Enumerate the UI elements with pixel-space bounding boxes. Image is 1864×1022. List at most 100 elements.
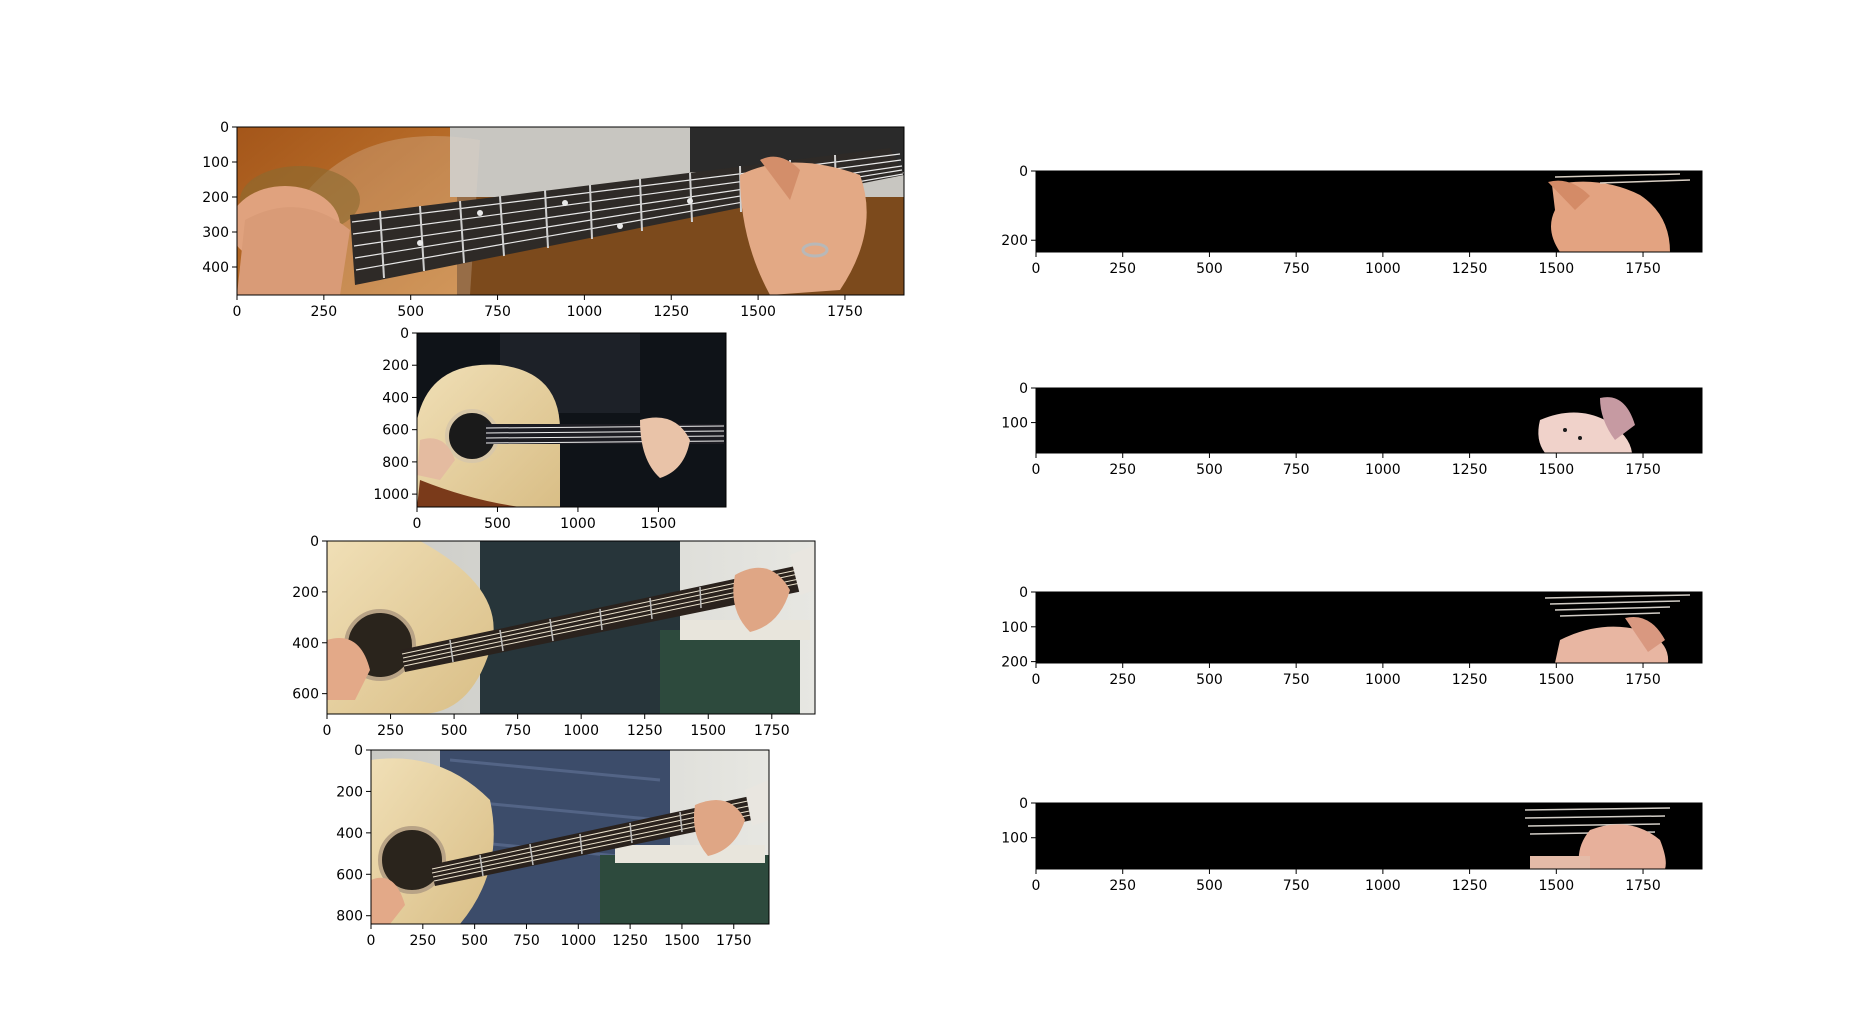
y-tick-label: 200: [382, 358, 409, 374]
photo-guitar-dark: [417, 333, 726, 507]
x-tick-label: 250: [1109, 261, 1136, 277]
panel-mask-frame-1: [1035, 170, 1703, 253]
x-tick-label: 250: [1109, 878, 1136, 894]
panel-original-frame-4: [370, 749, 770, 925]
x-tick-label: 750: [513, 933, 540, 949]
y-tick-label: 300: [202, 225, 229, 241]
x-tick-label: 0: [1032, 672, 1041, 688]
x-tick-label: 500: [1196, 462, 1223, 478]
x-tick-label: 1750: [1625, 261, 1661, 277]
y-tick-label: 0: [1019, 796, 1028, 812]
y-tick-label: 600: [336, 867, 363, 883]
y-tick-label: 0: [1019, 381, 1028, 397]
y-tick-label: 400: [202, 260, 229, 276]
x-tick-label: 250: [409, 933, 436, 949]
x-tick-label: 1500: [1538, 261, 1574, 277]
x-tick-label: 1750: [1625, 462, 1661, 478]
x-tick-label: 0: [1032, 462, 1041, 478]
x-tick-label: 500: [484, 516, 511, 532]
x-tick-label: 500: [1196, 878, 1223, 894]
x-tick-label: 0: [233, 304, 242, 320]
x-tick-label: 1000: [1365, 878, 1401, 894]
segmented-hand: [1548, 180, 1670, 252]
x-tick-label: 1250: [653, 304, 689, 320]
y-tick-label: 0: [1019, 164, 1028, 180]
x-tick-label: 500: [441, 723, 468, 739]
x-tick-label: 1000: [560, 516, 596, 532]
y-tick-label: 200: [336, 784, 363, 800]
x-tick-label: 1500: [1538, 672, 1574, 688]
y-tick-label: 600: [292, 687, 319, 703]
x-tick-label: 0: [1032, 261, 1041, 277]
x-tick-label: 500: [1196, 672, 1223, 688]
y-tick-label: 0: [220, 120, 229, 136]
mask-frame-3-axes: 0 250 500 750 1000 1250 1500 1750 0 100 200: [1001, 585, 1661, 688]
axes-layer: 0 250 500 750 1000 1250 1500 175001002003004000…: [202, 120, 1661, 949]
x-tick-label: 0: [323, 723, 332, 739]
x-tick-label: 750: [1283, 672, 1310, 688]
x-tick-label: 1250: [627, 723, 663, 739]
x-tick-label: 0: [413, 516, 422, 532]
x-tick-label: 1500: [1538, 462, 1574, 478]
photo-guitar-closeup: [237, 127, 904, 295]
y-tick-label: 800: [382, 455, 409, 471]
y-tick-label: 600: [382, 423, 409, 439]
mask-frame-2-axes: 0 250 500 750 1000 1250 1500 1750 0 100: [1001, 381, 1661, 478]
x-tick-label: 0: [1032, 878, 1041, 894]
x-tick-label: 1750: [827, 304, 863, 320]
y-tick-label: 100: [202, 155, 229, 171]
y-tick-label: 0: [310, 534, 319, 550]
y-tick-label: 0: [1019, 585, 1028, 601]
photo-guitar-blue-shirt: [371, 750, 769, 924]
panel-mask-frame-4: [1035, 802, 1703, 870]
x-tick-label: 1500: [690, 723, 726, 739]
panel-original-frame-1: [236, 126, 905, 296]
x-tick-label: 1500: [641, 516, 677, 532]
panel-mask-frame-2: [1035, 387, 1703, 454]
x-tick-label: 1250: [612, 933, 648, 949]
x-tick-label: 1000: [1365, 462, 1401, 478]
y-tick-label: 800: [336, 909, 363, 925]
original-frame-2-axes: 0 500 1000 1500 0 200 400 600 800 1000: [373, 326, 676, 532]
x-tick-label: 1000: [563, 723, 599, 739]
x-tick-label: 1250: [1452, 878, 1488, 894]
x-tick-label: 750: [504, 723, 531, 739]
panel-original-frame-2: [416, 332, 727, 508]
x-tick-label: 1250: [1452, 462, 1488, 478]
original-frame-3-axes: 0 250 500 750 1000 1250 1500 1750 0 200 400 600: [292, 534, 789, 739]
x-tick-label: 250: [1109, 462, 1136, 478]
x-tick-label: 750: [1283, 878, 1310, 894]
mask-frame-4-axes: 0 250 500 750 1000 1250 1500 1750 0 100: [1001, 796, 1661, 894]
x-tick-label: 1500: [740, 304, 776, 320]
panel-original-frame-3: [326, 540, 816, 715]
y-tick-label: 200: [202, 190, 229, 206]
x-tick-label: 1000: [560, 933, 596, 949]
segmented-hand: [1530, 824, 1666, 869]
original-frame-1-axes: 0 250 500 750 1000 1250 1500 1750 0 100 200 300 400: [202, 120, 862, 320]
y-tick-label: 200: [292, 585, 319, 601]
x-tick-label: 1250: [1452, 261, 1488, 277]
x-tick-label: 1500: [1538, 878, 1574, 894]
x-tick-label: 750: [1283, 261, 1310, 277]
segmented-hand: [1555, 616, 1669, 663]
x-tick-label: 1500: [664, 933, 700, 949]
y-tick-label: 400: [336, 826, 363, 842]
x-tick-label: 250: [377, 723, 404, 739]
x-tick-label: 1750: [716, 933, 752, 949]
x-tick-label: 750: [484, 304, 511, 320]
y-tick-label: 400: [292, 636, 319, 652]
y-tick-label: 1000: [373, 487, 409, 503]
x-tick-label: 750: [1283, 462, 1310, 478]
x-tick-label: 1000: [567, 304, 603, 320]
x-tick-label: 500: [397, 304, 424, 320]
y-tick-label: 0: [354, 743, 363, 759]
y-tick-label: 100: [1001, 831, 1028, 847]
x-tick-label: 1750: [1625, 672, 1661, 688]
y-tick-label: 400: [382, 390, 409, 406]
x-tick-label: 250: [310, 304, 337, 320]
x-tick-label: 1750: [754, 723, 790, 739]
x-tick-label: 0: [367, 933, 376, 949]
x-tick-label: 500: [461, 933, 488, 949]
